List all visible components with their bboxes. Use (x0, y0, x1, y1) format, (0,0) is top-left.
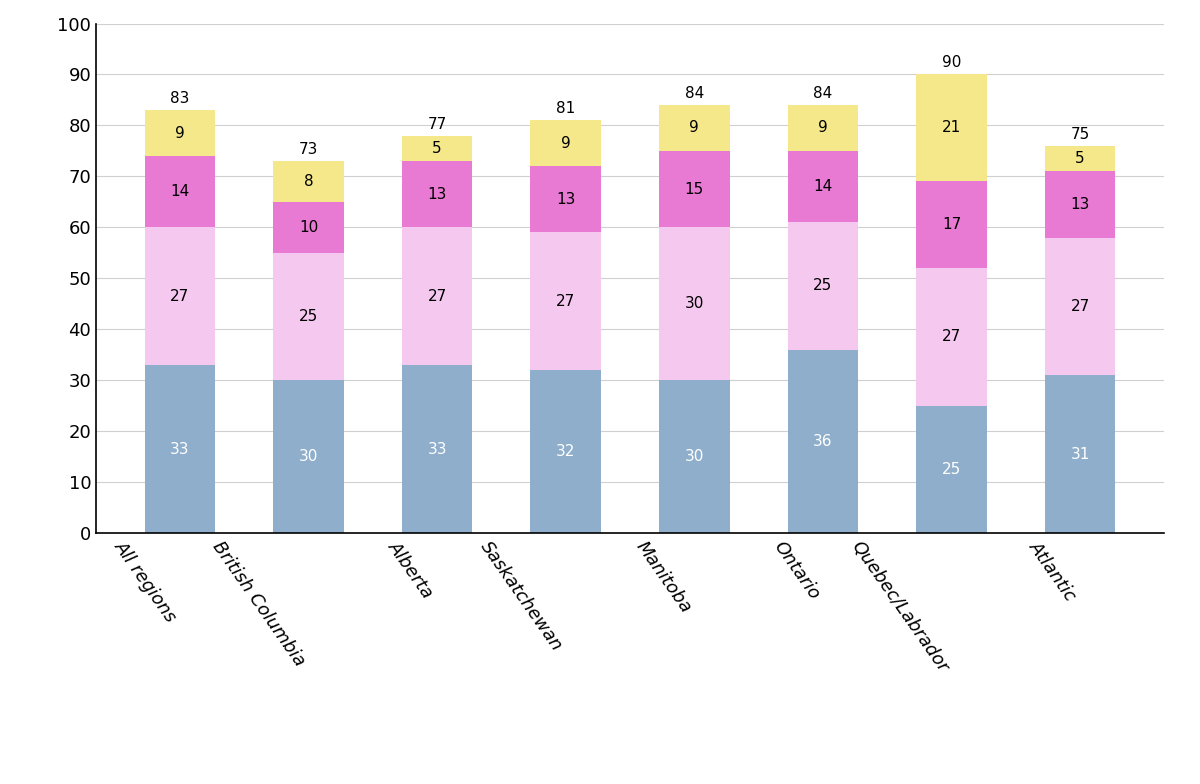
Text: 32: 32 (556, 444, 575, 459)
Bar (274, 252, 344, 380)
Bar (402, 365, 473, 533)
Text: 9: 9 (560, 136, 570, 151)
Text: 30: 30 (685, 296, 704, 311)
Bar (402, 161, 473, 227)
Text: 9: 9 (175, 125, 185, 140)
Text: 30: 30 (299, 449, 318, 464)
Bar (402, 227, 473, 365)
Bar (659, 105, 730, 151)
Text: 81: 81 (556, 101, 575, 116)
Bar (787, 151, 858, 223)
Text: 75: 75 (1070, 127, 1090, 142)
Text: 33: 33 (170, 441, 190, 456)
Bar (787, 223, 858, 350)
Text: 13: 13 (1070, 197, 1090, 212)
Bar (144, 227, 215, 365)
Text: 15: 15 (685, 182, 704, 197)
Text: 27: 27 (556, 294, 575, 309)
Text: 8: 8 (304, 174, 313, 189)
Bar (659, 227, 730, 380)
Bar (144, 156, 215, 227)
Text: 77: 77 (427, 117, 446, 132)
Text: 5: 5 (432, 141, 442, 156)
Text: 33: 33 (427, 441, 446, 456)
Text: 31: 31 (1070, 447, 1090, 462)
Text: 17: 17 (942, 217, 961, 232)
Bar (659, 380, 730, 533)
Bar (530, 120, 601, 166)
Bar (659, 151, 730, 227)
Text: 25: 25 (814, 278, 833, 293)
Text: 9: 9 (818, 121, 828, 136)
Text: 21: 21 (942, 121, 961, 136)
Text: 13: 13 (556, 192, 575, 207)
Bar (1045, 146, 1116, 171)
Text: 84: 84 (814, 86, 833, 101)
Text: 90: 90 (942, 56, 961, 71)
Text: 10: 10 (299, 220, 318, 235)
Bar (402, 136, 473, 162)
Bar (530, 370, 601, 533)
Bar (274, 380, 344, 533)
Bar (530, 166, 601, 232)
Bar (530, 232, 601, 370)
Text: 36: 36 (814, 434, 833, 449)
Text: 13: 13 (427, 187, 446, 201)
Bar (274, 201, 344, 252)
Text: 84: 84 (685, 86, 704, 101)
Text: 83: 83 (170, 91, 190, 106)
Bar (787, 105, 858, 151)
Text: 73: 73 (299, 142, 318, 157)
Text: 25: 25 (942, 462, 961, 477)
Bar (1045, 375, 1116, 533)
Bar (144, 110, 215, 156)
Text: 30: 30 (685, 449, 704, 464)
Text: 14: 14 (170, 184, 190, 199)
Bar (916, 74, 986, 181)
Bar (916, 405, 986, 533)
Text: 5: 5 (1075, 151, 1085, 166)
Text: 27: 27 (1070, 299, 1090, 314)
Text: 27: 27 (170, 289, 190, 303)
Text: 9: 9 (690, 121, 700, 136)
Bar (916, 268, 986, 405)
Bar (1045, 238, 1116, 375)
Bar (916, 181, 986, 268)
Text: 27: 27 (942, 329, 961, 344)
Text: 25: 25 (299, 309, 318, 324)
Bar (1045, 171, 1116, 238)
Text: 27: 27 (427, 289, 446, 303)
Bar (144, 365, 215, 533)
Bar (274, 161, 344, 201)
Bar (787, 350, 858, 533)
Text: 14: 14 (814, 179, 833, 194)
